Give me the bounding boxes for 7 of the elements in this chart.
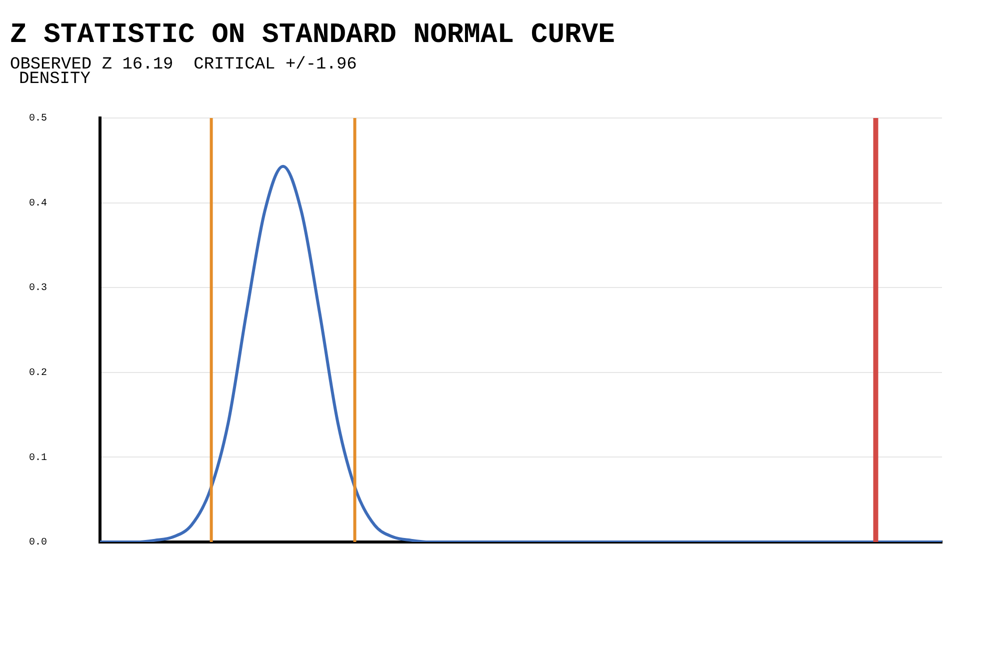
y-tick-label: 0.4 <box>28 198 47 210</box>
y-tick-label: 0.3 <box>28 283 47 294</box>
y-tick-label: 0.5 <box>28 114 47 125</box>
y-tick-label: 0.1 <box>28 452 47 464</box>
chart-title: Z STATISTIC ON STANDARD NORMAL CURVE <box>10 20 615 51</box>
y-tick-label: 0.2 <box>28 368 47 380</box>
y-tick-label: 0.0 <box>28 538 47 549</box>
